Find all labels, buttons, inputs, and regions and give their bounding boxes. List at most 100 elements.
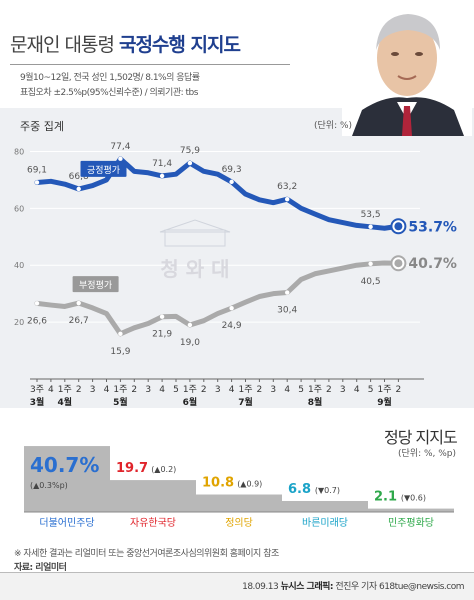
party-value: 2.1 [374, 490, 397, 505]
party-value: 40.7% [30, 453, 99, 477]
data-point [229, 305, 234, 311]
data-point [368, 261, 373, 266]
unit-label: (단위: %) [314, 121, 353, 131]
credit-author: 전진우 기자 618tue@newsis.com [335, 582, 464, 592]
party-name: 더불어민주당 [39, 517, 94, 529]
data-label: 30,4 [277, 306, 297, 316]
series-name: 부정평가 [79, 280, 112, 291]
x-tick-label: 4 [104, 385, 110, 395]
data-label: 53,5 [361, 210, 381, 220]
party-change: (▲0.3%p) [30, 481, 68, 490]
party-bar [196, 494, 282, 512]
x-tick-label: 3 [340, 385, 346, 395]
party-chart-title: 정당 지지도 [384, 428, 458, 447]
negative-series-line [34, 260, 401, 337]
watermark: 청 와 대 [159, 219, 231, 281]
series-name: 긍정평가 [87, 165, 120, 176]
party-bar [368, 508, 454, 512]
survey-meta-line1: 9월10~12일, 전국 성인 1,502명/ 8.1%의 응답률 [20, 73, 200, 83]
x-tick-label: 4 [284, 385, 290, 395]
end-marker-dot [394, 222, 403, 231]
data-point [187, 160, 193, 166]
data-point [76, 300, 81, 306]
x-tick-label: 1주 [377, 384, 391, 395]
x-tick-label: 5 [368, 385, 374, 395]
x-tick-label: 5 [173, 385, 179, 395]
x-tick-label: 4 [354, 385, 360, 395]
credit-line: 18.09.13 뉴시스 그래픽: 전진우 기자 618tue@newsis.c… [242, 579, 464, 592]
month-label: 8월 [308, 396, 323, 408]
party-change: (▼0.6) [401, 494, 426, 503]
series-name-box [80, 160, 127, 177]
footer-bar [0, 572, 474, 600]
data-point [34, 180, 40, 185]
end-marker-dot [394, 259, 403, 268]
data-point [368, 224, 373, 230]
credit-agency: 뉴시스 그래픽: [280, 582, 334, 592]
party-name: 자유한국당 [130, 517, 176, 529]
party-bar [24, 446, 110, 512]
data-label: 69,1 [27, 165, 47, 175]
party-name: 정의당 [225, 517, 253, 529]
x-tick-label: 3 [215, 385, 221, 395]
data-label: 75,9 [180, 146, 200, 156]
data-label: 63,2 [277, 182, 297, 192]
x-tick-label: 2 [326, 385, 332, 395]
x-tick-label: 4 [229, 385, 235, 395]
x-tick-label: 1주 [183, 384, 197, 395]
x-tick-label: 3 [145, 385, 151, 395]
data-label: 40,5 [361, 277, 381, 287]
data-point [118, 156, 123, 162]
x-tick-label: 2 [201, 385, 207, 395]
x-axis: 3주 4 1주 2 3 4 1주 2 3 4 5 1주 2 3 4 1주 2 3 4 5 1주 2 3 4 5 1주 23월 4월 5월… [30, 378, 424, 408]
x-tick-label: 1주 [238, 384, 252, 395]
party-value: 6.8 [288, 482, 311, 497]
credit-date: 18.09.13 [242, 582, 279, 592]
data-label: 15,9 [110, 347, 130, 357]
data-point [187, 322, 193, 328]
x-tick-label: 4 [48, 385, 54, 395]
party-value: 19.7 [116, 461, 148, 476]
data-point [76, 186, 81, 192]
title-bold: 국정수행 지지도 [118, 34, 241, 56]
data-label: 71,4 [152, 159, 172, 169]
data-point [229, 179, 234, 185]
watermark-text: 청 와 대 [160, 257, 229, 281]
positive-final-value: 53.7% [408, 219, 457, 235]
data-label: 77,4 [110, 142, 130, 152]
party-bar [110, 480, 196, 512]
x-tick-label: 1주 [113, 384, 127, 395]
title-plain: 문재인 대통령 [10, 34, 119, 56]
survey-meta-line2: 표집오차 ±2.5%p(95%신뢰수준) / 의뢰기관: tbs [20, 88, 198, 98]
page-title: 문재인 대통령 국정수행 지지도 [10, 30, 241, 57]
x-tick-label: 2 [76, 385, 82, 395]
data-point [159, 314, 165, 319]
x-tick-label: 5 [298, 385, 304, 395]
party-change: (▲0.9) [237, 480, 262, 489]
party-chart-unit: (단위: %, %p) [398, 449, 457, 459]
party-bar [282, 500, 368, 512]
data-point [34, 301, 40, 306]
data-point [118, 331, 123, 336]
party-change: (▲0.2) [151, 465, 176, 474]
y-tick-label: 60 [14, 204, 24, 213]
source-note: 자료: 리얼미터 [14, 563, 67, 573]
footnote: ※ 자세한 결과는 리얼미터 또는 중앙선거여론조사심의위원회 홈페이지 참조 [14, 549, 279, 559]
y-tick-label: 80 [14, 147, 24, 156]
x-tick-label: 3주 [30, 384, 44, 395]
data-point [159, 173, 165, 179]
series-name-box [72, 276, 119, 293]
party-name: 민주평화당 [388, 517, 434, 529]
x-tick-label: 2 [257, 385, 263, 395]
title-divider [10, 64, 290, 65]
weekly-label: 주중 집계 [20, 120, 64, 133]
y-tick-label: 40 [14, 261, 24, 270]
positive-series-line [34, 156, 401, 231]
data-label: 69,3 [222, 165, 242, 175]
x-tick-label: 3 [90, 385, 96, 395]
data-point [285, 290, 290, 295]
x-tick-label: 2 [131, 385, 137, 395]
labels-layer: 69,1 66,8 77,4 71,4 75,9 69,3 63,2 53,5 53.7% 긍정평… [27, 142, 457, 357]
